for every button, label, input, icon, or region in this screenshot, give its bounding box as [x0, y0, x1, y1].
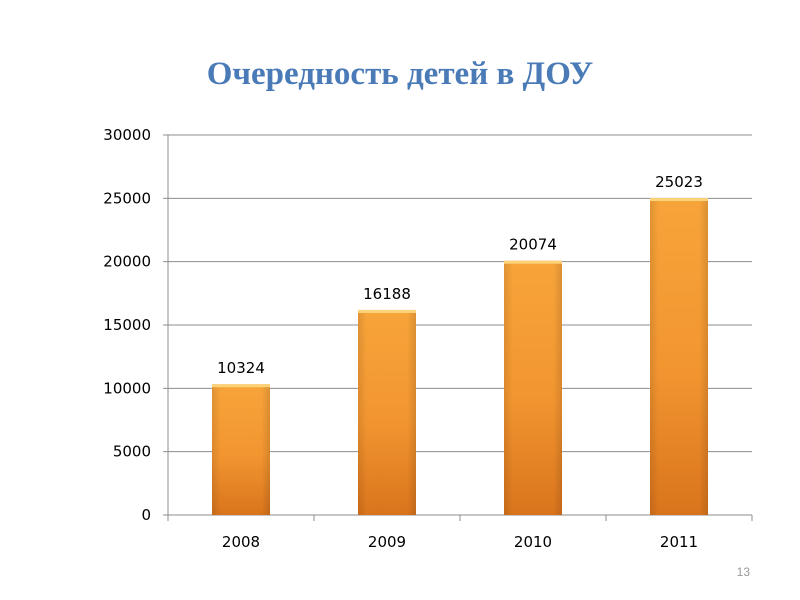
labels: 0 5000 10000 15000 20000 25000 30000 10324 2008 1… — [103, 126, 703, 551]
bar-top-highlight — [358, 309, 416, 313]
data-label: 10324 — [217, 359, 265, 377]
x-category-label: 2009 — [368, 533, 406, 551]
y-tick-label: 20000 — [103, 253, 151, 271]
x-category-label: 2010 — [514, 533, 552, 551]
chart-title: Очередность детей в ДОУ — [206, 56, 594, 92]
bar-group — [212, 384, 270, 515]
page-number: 13 — [736, 565, 750, 579]
bar-shade — [358, 309, 416, 515]
y-tick-label: 5000 — [113, 443, 151, 461]
data-label: 16188 — [363, 285, 411, 303]
y-tick-label: 0 — [141, 506, 151, 524]
bar-top-highlight — [650, 198, 708, 202]
data-label: 20074 — [509, 236, 557, 254]
y-tick-label: 10000 — [103, 379, 151, 397]
bar-shade — [212, 384, 270, 515]
bar-top-highlight — [212, 384, 270, 388]
y-tick-label: 25000 — [103, 189, 151, 207]
x-category-label: 2008 — [222, 533, 260, 551]
bar-top-highlight — [504, 260, 562, 264]
bar-shade — [504, 260, 562, 515]
bar-group — [650, 198, 708, 516]
y-tick-label: 30000 — [103, 126, 151, 144]
bars — [212, 198, 708, 516]
bar-shade — [650, 198, 708, 516]
bar-group — [358, 309, 416, 515]
data-label: 25023 — [655, 173, 703, 191]
bar-group — [504, 260, 562, 515]
x-category-label: 2011 — [660, 533, 698, 551]
y-tick-label: 15000 — [103, 316, 151, 334]
